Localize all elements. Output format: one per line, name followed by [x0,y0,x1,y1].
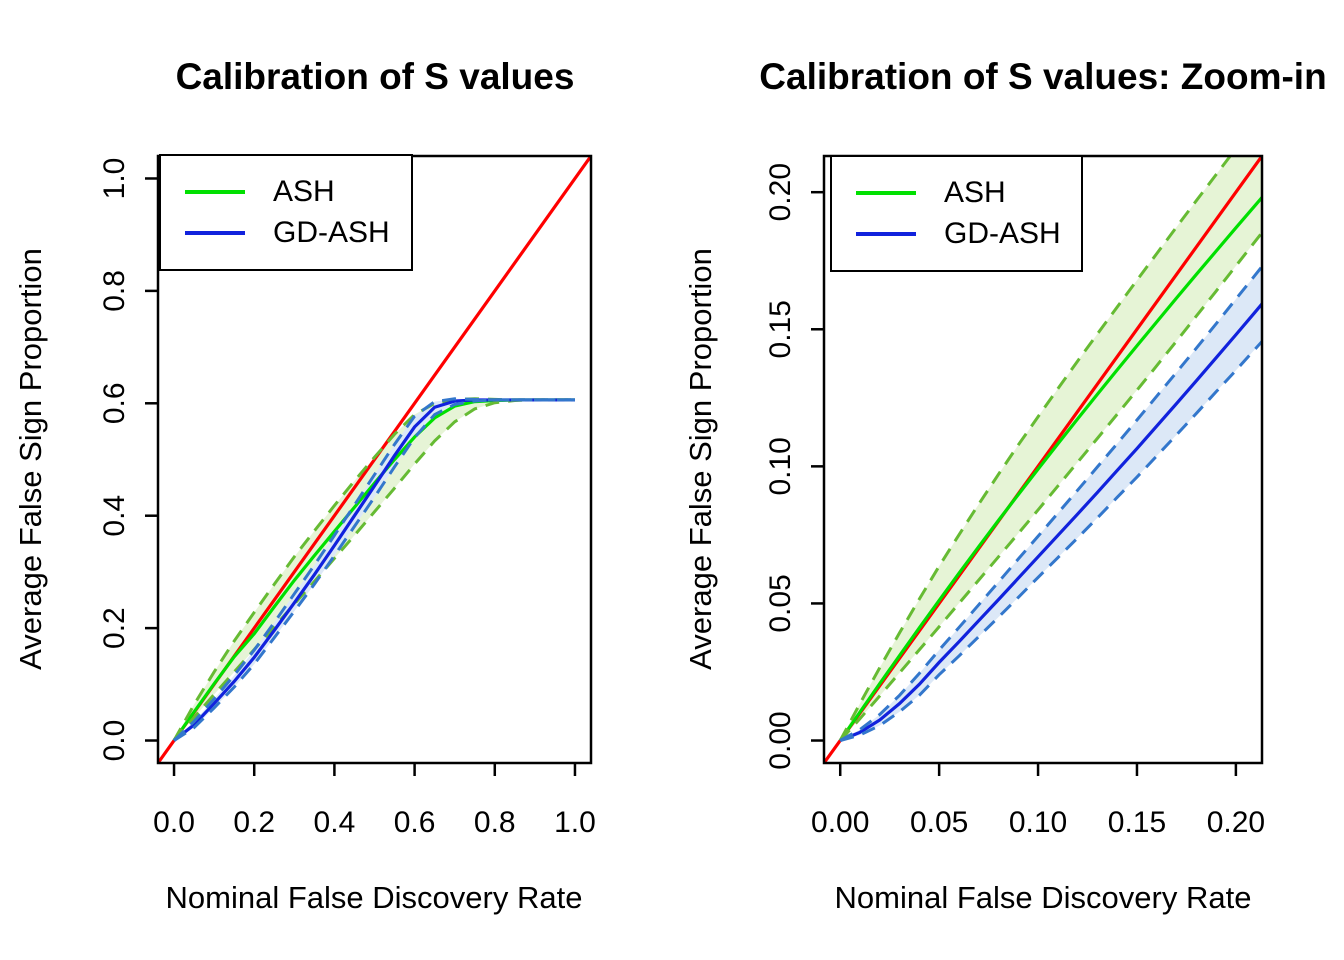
legend-row: ASH [856,177,1081,209]
ash-line-swatch-icon [856,191,916,195]
svg-text:1.0: 1.0 [554,806,596,839]
ash-line-swatch-icon [185,190,245,194]
svg-text:0.00: 0.00 [764,711,797,769]
svg-text:0.15: 0.15 [764,300,797,358]
svg-text:0.20: 0.20 [764,163,797,221]
svg-text:0.20: 0.20 [1207,806,1265,839]
legend-label: ASH [273,175,335,208]
svg-text:0.2: 0.2 [233,806,275,839]
svg-text:0.00: 0.00 [811,806,869,839]
right-chart-title: Calibration of S values: Zoom-in [759,56,1327,97]
svg-text:0.8: 0.8 [474,806,516,839]
right-x-axis-label: Nominal False Discovery Rate [834,880,1252,915]
svg-text:0.6: 0.6 [98,382,131,424]
right-legend: ASH GD-ASH [830,155,1083,272]
svg-text:0.0: 0.0 [153,806,195,839]
svg-text:0.0: 0.0 [98,720,131,762]
svg-text:0.10: 0.10 [764,437,797,495]
svg-text:1.0: 1.0 [98,158,131,200]
left-y-axis-label: Average False Sign Proportion [13,248,48,670]
legend-label: GD-ASH [944,217,1061,250]
svg-text:0.05: 0.05 [910,806,968,839]
gd-ash-line-swatch-icon [856,232,916,236]
legend-label: GD-ASH [273,216,390,249]
legend-row: GD-ASH [185,217,411,249]
svg-text:0.05: 0.05 [764,574,797,632]
svg-text:0.8: 0.8 [98,270,131,312]
gd-ash-line-swatch-icon [185,231,245,235]
svg-text:0.6: 0.6 [394,806,436,839]
left-chart-title: Calibration of S values [175,56,575,97]
left-legend: ASH GD-ASH [159,154,413,271]
svg-text:0.2: 0.2 [98,607,131,649]
legend-row: GD-ASH [856,218,1081,250]
svg-text:0.4: 0.4 [314,806,356,839]
svg-text:0.10: 0.10 [1009,806,1067,839]
legend-row: ASH [185,176,411,208]
svg-text:0.4: 0.4 [98,495,131,537]
right-y-axis-label: Average False Sign Proportion [683,248,718,670]
left-x-axis-label: Nominal False Discovery Rate [165,880,583,915]
legend-label: ASH [944,176,1006,209]
svg-text:0.15: 0.15 [1108,806,1166,839]
